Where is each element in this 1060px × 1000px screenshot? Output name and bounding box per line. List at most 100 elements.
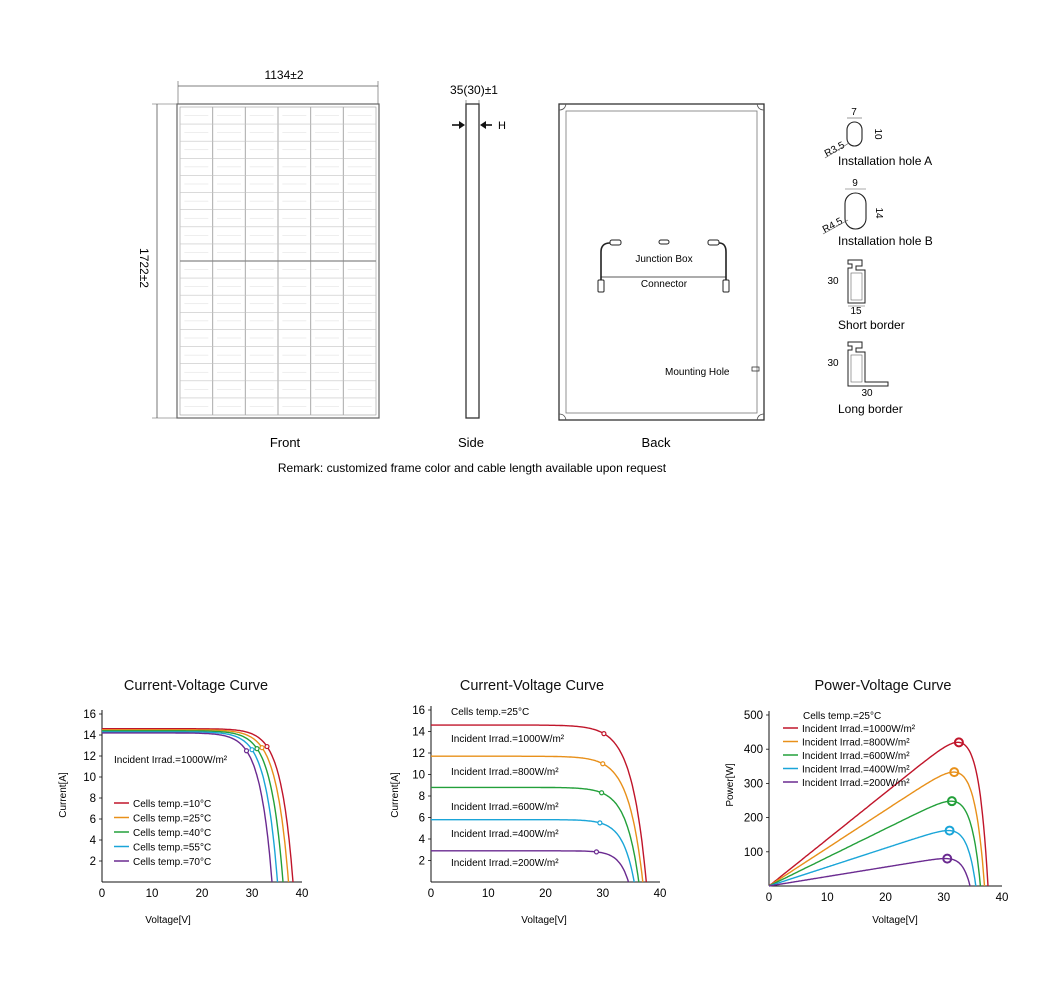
y-tick-label: 6	[419, 813, 425, 825]
hole-a-shape	[846, 121, 863, 147]
x-tick-label: 40	[654, 888, 667, 900]
y-tick-label: 100	[744, 847, 763, 859]
x-tick-label: 20	[196, 888, 209, 900]
y-tick-label: 200	[744, 813, 763, 825]
y-tick-label: 16	[412, 705, 425, 717]
mounting-hole-label: Mounting Hole	[665, 367, 730, 378]
y-tick-label: 6	[90, 814, 96, 826]
long-border-height-dim: 30	[827, 358, 839, 369]
legend-entry: Cells temp.=10°C	[133, 799, 211, 810]
short-border-profile	[847, 259, 866, 304]
side-label: Side	[458, 435, 484, 450]
mpp-marker	[243, 748, 250, 754]
side-view: 35(30)±1 H Side	[450, 83, 506, 450]
y-tick-label: 400	[744, 744, 763, 756]
mpp-marker	[944, 825, 955, 836]
side-frame	[465, 103, 480, 419]
side-h-label: H	[498, 120, 506, 132]
hole-a-height-dim: 10	[872, 128, 883, 140]
hole-b-radius-dim: R4.5	[821, 216, 845, 236]
series-line	[431, 786, 640, 883]
y-axis-label: Power[W]	[725, 763, 736, 807]
x-axis-label: Voltage[V]	[521, 915, 567, 926]
series-line	[768, 800, 982, 887]
mpp-marker	[949, 767, 960, 778]
x-tick-label: 10	[146, 888, 159, 900]
mpp-marker	[942, 853, 953, 864]
series-line	[768, 829, 977, 887]
y-tick-label: 16	[83, 709, 96, 721]
series-label: Incident Irrad.=400W/m²	[451, 829, 559, 840]
mpp-marker	[259, 744, 265, 751]
y-tick-label: 2	[90, 856, 96, 868]
legend-entry: Incident Irrad.=800W/m²	[802, 738, 910, 749]
back-frame	[558, 103, 765, 421]
hole-b-shape	[844, 192, 867, 230]
short-border-label: Short border	[838, 318, 905, 332]
x-tick-label: 20	[879, 892, 892, 904]
y-axis-label: Current[A]	[390, 772, 401, 818]
long-border-profile	[847, 341, 889, 387]
front-label: Front	[270, 435, 301, 450]
x-tick-label: 20	[539, 888, 552, 900]
series-label: Incident Irrad.=800W/m²	[451, 767, 559, 778]
h-arrow-right	[480, 121, 492, 129]
mpp-marker	[254, 746, 260, 752]
mpp-marker	[946, 796, 957, 807]
legend-entry: Cells temp.=25°C	[133, 814, 211, 825]
mounting-hole-mark	[751, 366, 760, 372]
short-border-height-dim: 30	[827, 276, 839, 287]
y-tick-label: 8	[90, 793, 96, 805]
mpp-marker	[264, 743, 270, 750]
iv-curve-temperature-chart: Current-Voltage Curve 0 10 20 30 40 2 4 6 8 10 12 14…	[58, 678, 308, 926]
series-label: Incident Irrad.=1000W/m²	[451, 734, 565, 745]
x-tick-label: 10	[482, 888, 495, 900]
series-line	[102, 729, 290, 883]
chart-annotation: Cells temp.=25°C	[451, 707, 529, 718]
series-line	[102, 730, 284, 883]
back-view: Junction Box Connector Mounting Hole Bac…	[558, 103, 765, 450]
legend-entry: Cells temp.=70°C	[133, 857, 211, 868]
side-thickness-dim: 35(30)±1	[450, 83, 498, 97]
pv-curve-irradiance-chart: Power-Voltage Curve 0 10 20 30 40 100 200 300 400…	[725, 678, 1008, 926]
chart-title: Current-Voltage Curve	[124, 678, 268, 694]
installation-hole-b-detail: 9 14 R4.5 Installation hole B	[821, 178, 933, 248]
connector-label: Connector	[641, 279, 688, 290]
chart-annotation: Cells temp.=25°C	[803, 711, 881, 722]
y-tick-label: 14	[83, 730, 96, 742]
x-tick-label: 30	[596, 888, 609, 900]
front-height-dim: 1722±2	[137, 248, 151, 288]
legend-entry: Cells temp.=40°C	[133, 828, 211, 839]
series-line	[768, 857, 971, 887]
x-tick-label: 40	[296, 888, 309, 900]
series-line	[431, 755, 644, 883]
series-line	[768, 741, 989, 887]
legend-entry: Incident Irrad.=400W/m²	[802, 765, 910, 776]
x-tick-label: 40	[996, 892, 1009, 904]
x-tick-label: 0	[99, 888, 105, 900]
short-border-width-dim: 15	[850, 306, 862, 317]
long-border-width-dim: 30	[861, 388, 873, 399]
legend-entry: Incident Irrad.=600W/m²	[802, 751, 910, 762]
legend-entry: Incident Irrad.=1000W/m²	[802, 724, 916, 735]
front-width-dim: 1134±2	[264, 68, 303, 82]
mpp-marker	[601, 731, 607, 737]
hole-b-height-dim: 14	[873, 207, 884, 219]
remark-text: Remark: customized frame color and cable…	[278, 461, 667, 475]
mpp-marker	[599, 790, 605, 796]
hole-a-width-dim: 7	[851, 107, 857, 118]
y-tick-label: 12	[83, 751, 96, 763]
legend-entry: Incident Irrad.=200W/m²	[802, 778, 910, 789]
iv-curve-irradiance-chart: Current-Voltage Curve 0 10 20 30 40 2 4 6 8 10 12 14…	[390, 678, 666, 926]
chart-title: Power-Voltage Curve	[814, 678, 951, 694]
installation-hole-a-detail: 7 10 R3.5 Installation hole A	[823, 107, 932, 168]
y-tick-label: 10	[412, 770, 425, 782]
x-axis-label: Voltage[V]	[145, 915, 191, 926]
series-line	[102, 728, 294, 883]
y-tick-label: 14	[412, 727, 425, 739]
junction-box	[597, 239, 730, 293]
y-tick-label: 12	[412, 748, 425, 760]
front-view: 1134±2 1722±2 Front	[137, 68, 380, 450]
hole-b-label: Installation hole B	[838, 234, 933, 248]
